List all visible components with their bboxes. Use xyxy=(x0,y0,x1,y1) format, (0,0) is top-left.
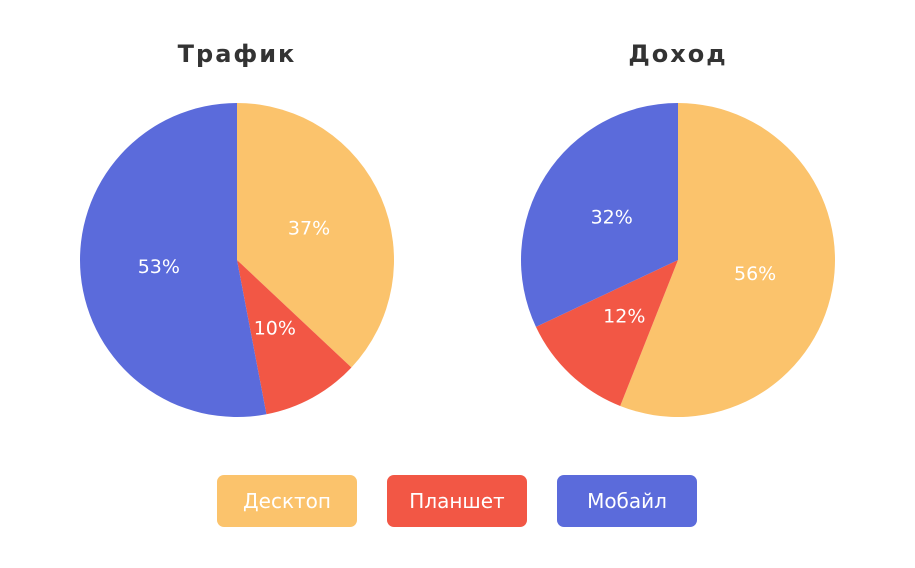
pie-label-revenue-tablet: 12% xyxy=(603,306,645,328)
pie-label-traffic-mobile: 53% xyxy=(138,256,180,278)
pie-slice-revenue-desktop xyxy=(620,103,835,418)
pie-label-traffic-desktop: 37% xyxy=(288,217,330,239)
pie-slice-traffic-mobile xyxy=(79,103,267,417)
pie-slice-revenue-mobile xyxy=(521,103,678,327)
pie-slice-traffic-tablet xyxy=(237,260,352,415)
legend-item-desktop: Десктоп xyxy=(217,475,357,527)
pie-slice-revenue-tablet xyxy=(535,260,678,406)
legend-item-tablet: Планшет xyxy=(387,475,527,527)
pie-slice-traffic-desktop xyxy=(237,103,395,368)
pie-label-revenue-desktop: 56% xyxy=(734,263,776,285)
chart-title-traffic: Трафик xyxy=(177,40,297,68)
chart-title-revenue: Доход xyxy=(628,40,728,68)
pie-label-revenue-mobile: 32% xyxy=(591,206,633,228)
pie-label-traffic-tablet: 10% xyxy=(254,317,296,339)
legend-item-mobile: Мобайл xyxy=(557,475,697,527)
